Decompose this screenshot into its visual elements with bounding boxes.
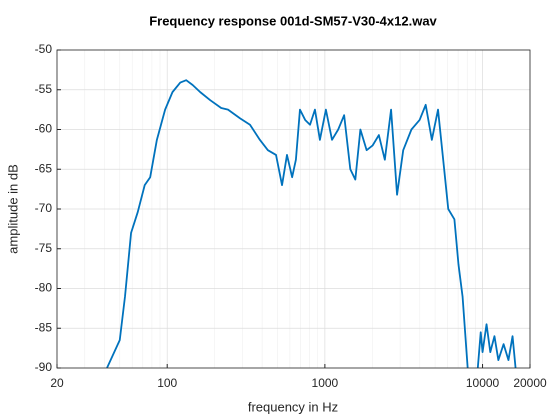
x-tick-label: 20000	[513, 376, 547, 390]
x-tick-label: 1000	[312, 376, 339, 390]
chart-title: Frequency response 001d-SM57-V30-4x12.wa…	[149, 13, 437, 28]
y-axis-label: amplitude in dB	[5, 164, 20, 254]
y-tick-label: -55	[35, 82, 53, 96]
lines	[106, 79, 517, 368]
x-tick-label: 100	[157, 376, 177, 390]
x-tick-label: 10000	[466, 376, 500, 390]
x-axis-label: frequency in Hz	[248, 399, 338, 414]
ticks: -90 -85 -80 -75 -70 -65 -60 -55 -50 20 100 1000 1000…	[35, 42, 547, 390]
y-tick-label: -75	[35, 241, 53, 255]
y-tick-label: -60	[35, 122, 53, 136]
y-tick-label: -65	[35, 161, 53, 175]
y-tick-label: -50	[35, 42, 53, 56]
y-tick-label: -70	[35, 201, 53, 215]
y-tick-label: -80	[35, 281, 53, 295]
x-tick-label: 20	[50, 376, 64, 390]
y-tick-label: -90	[35, 360, 53, 374]
y-tick-label: -85	[35, 320, 53, 334]
line	[106, 79, 517, 368]
grid	[56, 49, 531, 369]
